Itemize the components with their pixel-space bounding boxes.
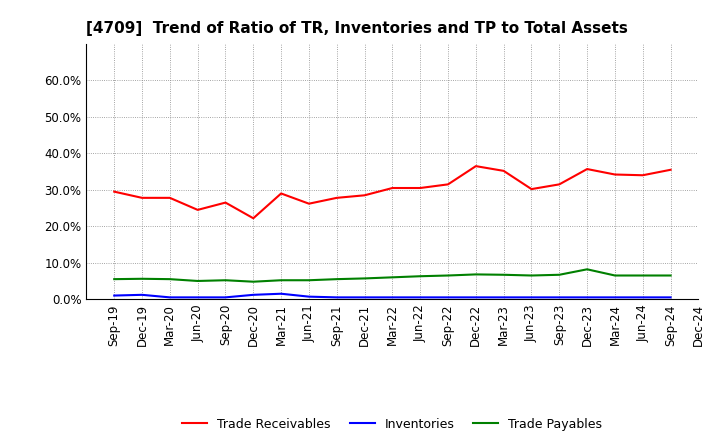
Inventories [110, 293, 119, 298]
Trade Receivables [276, 191, 285, 196]
Trade Payables [416, 274, 425, 279]
Inventories [249, 292, 258, 297]
Inventories [221, 295, 230, 300]
Trade Payables [444, 273, 452, 278]
Trade Payables [639, 273, 647, 278]
Trade Receivables [360, 193, 369, 198]
Trade Receivables [221, 200, 230, 205]
Trade Payables [360, 276, 369, 281]
Trade Payables [166, 276, 174, 282]
Trade Payables [666, 273, 675, 278]
Inventories [555, 295, 564, 300]
Trade Payables [249, 279, 258, 284]
Inventories [388, 295, 397, 300]
Trade Receivables [582, 166, 591, 172]
Inventories [333, 295, 341, 300]
Inventories [444, 295, 452, 300]
Inventories [138, 292, 146, 297]
Trade Receivables [555, 182, 564, 187]
Inventories [666, 295, 675, 300]
Trade Receivables [110, 189, 119, 194]
Inventories [582, 295, 591, 300]
Trade Receivables [194, 207, 202, 213]
Inventories [305, 294, 313, 299]
Trade Payables [527, 273, 536, 278]
Line: Trade Payables: Trade Payables [114, 269, 670, 282]
Trade Payables [276, 278, 285, 283]
Trade Payables [582, 267, 591, 272]
Trade Receivables [500, 168, 508, 173]
Trade Receivables [527, 187, 536, 192]
Trade Receivables [639, 172, 647, 178]
Legend: Trade Receivables, Inventories, Trade Payables: Trade Receivables, Inventories, Trade Pa… [177, 413, 608, 436]
Trade Receivables [472, 164, 480, 169]
Text: [4709]  Trend of Ratio of TR, Inventories and TP to Total Assets: [4709] Trend of Ratio of TR, Inventories… [86, 21, 629, 36]
Trade Receivables [416, 185, 425, 191]
Inventories [500, 295, 508, 300]
Trade Receivables [388, 185, 397, 191]
Trade Payables [333, 276, 341, 282]
Trade Payables [555, 272, 564, 277]
Inventories [527, 295, 536, 300]
Trade Receivables [611, 172, 619, 177]
Inventories [611, 295, 619, 300]
Trade Payables [388, 275, 397, 280]
Trade Receivables [333, 195, 341, 201]
Trade Receivables [305, 201, 313, 206]
Trade Payables [110, 276, 119, 282]
Trade Payables [194, 279, 202, 284]
Trade Receivables [444, 182, 452, 187]
Trade Receivables [666, 167, 675, 172]
Trade Receivables [166, 195, 174, 201]
Inventories [639, 295, 647, 300]
Trade Payables [138, 276, 146, 282]
Inventories [416, 295, 425, 300]
Line: Inventories: Inventories [114, 294, 670, 297]
Inventories [194, 295, 202, 300]
Trade Receivables [249, 216, 258, 221]
Inventories [360, 295, 369, 300]
Trade Payables [305, 278, 313, 283]
Trade Receivables [138, 195, 146, 201]
Inventories [472, 295, 480, 300]
Inventories [166, 295, 174, 300]
Inventories [276, 291, 285, 297]
Trade Payables [611, 273, 619, 278]
Trade Payables [472, 272, 480, 277]
Trade Payables [221, 278, 230, 283]
Line: Trade Receivables: Trade Receivables [114, 166, 670, 218]
Trade Payables [500, 272, 508, 277]
